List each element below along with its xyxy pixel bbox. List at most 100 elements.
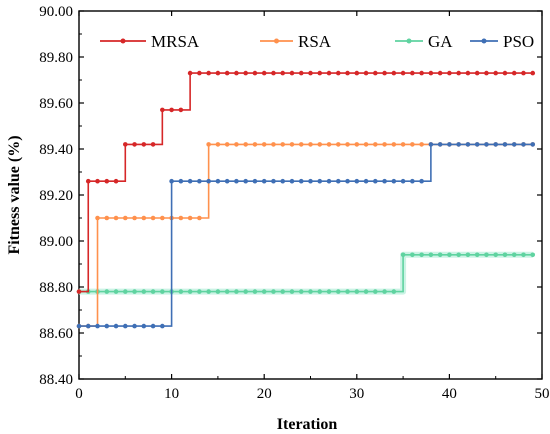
data-point (76, 323, 82, 329)
data-point (298, 289, 304, 294)
data-point (150, 142, 156, 147)
series-rsa (76, 142, 536, 329)
x-tick-label: 0 (75, 386, 83, 402)
data-point (465, 142, 471, 147)
data-point (104, 215, 110, 221)
data-point (141, 142, 147, 147)
data-point (252, 289, 258, 294)
data-point (132, 289, 137, 294)
data-point (484, 142, 489, 147)
data-point (206, 70, 211, 76)
data-point (224, 289, 230, 294)
data-point (234, 70, 239, 76)
series-pso (76, 142, 536, 329)
data-point (187, 178, 193, 184)
data-point (447, 252, 452, 258)
x-tick-label: 40 (442, 386, 457, 402)
data-point (493, 70, 499, 76)
data-point (484, 252, 489, 258)
data-point (280, 178, 286, 184)
data-point (354, 70, 360, 76)
data-point (400, 70, 406, 76)
data-point (400, 252, 406, 258)
data-point (456, 252, 461, 258)
data-point (502, 252, 508, 258)
data-point (215, 289, 221, 294)
data-point (271, 178, 276, 184)
plot-border (78, 10, 543, 380)
data-point (410, 252, 415, 258)
data-point (317, 70, 323, 76)
data-point (95, 323, 100, 329)
data-point (363, 289, 369, 294)
data-point (530, 252, 536, 258)
data-point (502, 142, 508, 147)
data-point (252, 142, 258, 147)
data-point (160, 107, 165, 113)
data-point (419, 70, 424, 76)
data-point (373, 142, 378, 147)
data-point (474, 142, 480, 147)
data-point (335, 70, 341, 76)
data-point (76, 289, 82, 294)
data-point (335, 178, 341, 184)
legend-marker (274, 38, 279, 44)
series-line (79, 72, 533, 293)
data-point (123, 142, 128, 147)
legend-label: GA (428, 32, 453, 51)
data-point (243, 142, 248, 147)
data-point (289, 142, 295, 147)
y-tick-label: 89.00 (39, 234, 73, 250)
data-point (104, 178, 110, 184)
data-point (178, 215, 184, 221)
data-point (252, 178, 258, 184)
data-point (326, 178, 332, 184)
data-point (150, 323, 156, 329)
legend-item-rsa: RSA (260, 32, 332, 51)
data-point (345, 289, 350, 294)
x-tick-label: 50 (535, 386, 550, 402)
data-point (123, 215, 128, 221)
data-point (234, 178, 239, 184)
data-point (521, 70, 526, 76)
data-point (197, 70, 202, 76)
data-point (511, 142, 517, 147)
data-point (289, 178, 295, 184)
data-point (234, 289, 239, 294)
data-point (465, 70, 471, 76)
data-point (113, 323, 119, 329)
data-point (215, 178, 221, 184)
data-point (437, 142, 443, 147)
data-point (308, 289, 313, 294)
legend-marker (481, 38, 487, 44)
data-point (113, 289, 119, 294)
series-layer (76, 70, 536, 329)
data-point (437, 252, 443, 258)
data-point (261, 142, 267, 147)
legend-label: MRSA (151, 32, 200, 51)
data-point (345, 178, 350, 184)
data-point (474, 252, 480, 258)
y-tick-label: 89.20 (39, 188, 73, 204)
series-line (79, 143, 533, 327)
data-point (252, 70, 258, 76)
data-point (456, 70, 461, 76)
data-point (391, 178, 397, 184)
y-tick-label: 90.00 (39, 4, 73, 20)
data-point (502, 70, 508, 76)
legend-label: PSO (503, 32, 534, 51)
data-point (298, 70, 304, 76)
data-point (113, 215, 119, 221)
data-point (382, 142, 387, 147)
data-point (95, 178, 100, 184)
data-point (206, 142, 211, 147)
data-point (187, 215, 193, 221)
data-point (271, 142, 276, 147)
data-point (373, 70, 378, 76)
data-point (493, 142, 499, 147)
data-point (447, 142, 452, 147)
legend-label: RSA (298, 32, 332, 51)
data-point (243, 70, 248, 76)
data-point (317, 178, 323, 184)
y-axis: 88.40 88.60 88.80 89.00 89.20 89.40 89.60 89.80… (39, 4, 542, 388)
